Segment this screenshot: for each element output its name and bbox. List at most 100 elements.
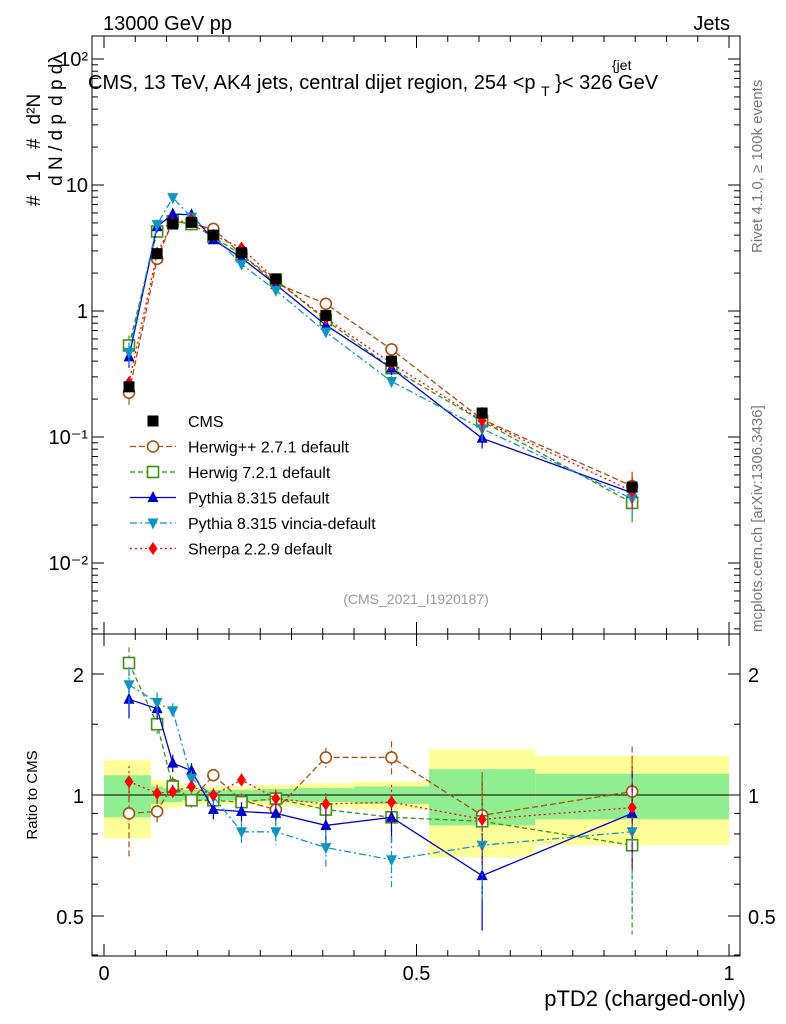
mcplots-label: mcplots.cern.ch [arXiv:1306.3436] bbox=[749, 405, 766, 632]
plot-title-main: CMS, 13 TeV, AK4 jets, central dijet reg… bbox=[88, 72, 536, 94]
ratio-point-herwigpp bbox=[385, 751, 398, 764]
legend-label-pythia: Pythia 8.315 default bbox=[188, 491, 330, 508]
main-point-vincia bbox=[123, 347, 135, 359]
plot-title-end: }< 326 GeV bbox=[555, 72, 659, 94]
plot-title-sup: {jet bbox=[612, 57, 632, 73]
ratio-point-pythia bbox=[270, 806, 282, 818]
main-point-data bbox=[167, 218, 179, 230]
main-point-data bbox=[270, 273, 282, 285]
x-tick-label: 0 bbox=[98, 963, 109, 985]
ratio-ytick-label-right: 2 bbox=[748, 665, 759, 687]
ratio-ytick-label: 0.5 bbox=[56, 907, 84, 929]
rivet-label: Rivet 4.1.0, ≥ 100k events bbox=[749, 80, 766, 253]
ratio-point-vincia bbox=[151, 697, 163, 709]
ratio-point-vincia bbox=[270, 827, 282, 839]
main-point-vincia bbox=[386, 376, 397, 388]
ratio-ytick-label-right: 0.5 bbox=[748, 907, 776, 929]
ratio-point-sherpa bbox=[321, 797, 331, 811]
ratio-panel: 0.5 0.5 1 1 2 2 bbox=[56, 633, 776, 957]
ratio-point-vincia bbox=[476, 840, 488, 852]
ratio-point-vincia bbox=[186, 773, 197, 785]
ratio-point-herwigpp bbox=[319, 751, 333, 764]
ratio-ytick-label: 2 bbox=[73, 665, 84, 687]
ratio-line-vincia bbox=[128, 684, 633, 861]
main-line-sherpa bbox=[128, 219, 633, 492]
main-point-data bbox=[476, 407, 488, 419]
x-tick-label: 1 bbox=[723, 963, 734, 985]
main-point-data bbox=[386, 355, 397, 367]
ratio-point-pythia bbox=[207, 803, 219, 815]
ratio-point-vincia bbox=[123, 680, 135, 692]
ratio-point-vincia bbox=[386, 855, 397, 867]
ratio-point-herwigpp bbox=[207, 768, 220, 782]
main-line-herwig7 bbox=[128, 220, 633, 504]
main-ytick-label: 10 bbox=[66, 175, 88, 197]
main-point-data bbox=[151, 248, 163, 260]
ratio-point-herwig7 bbox=[122, 656, 136, 670]
analysis-id: (CMS_2021_I1920187) bbox=[343, 591, 489, 607]
legend-label-herwigpp: Herwig++ 2.7.1 default bbox=[188, 440, 350, 457]
plot-title: CMS, 13 TeV, AK4 jets, central dijet reg… bbox=[88, 72, 659, 101]
category-label: Jets bbox=[693, 13, 730, 35]
main-ytick-label: 10⁻² bbox=[49, 553, 89, 575]
legend-marker-data bbox=[147, 415, 159, 427]
x-axis: 0 0.5 1 bbox=[98, 963, 734, 985]
main-ytick-label: 10⁻¹ bbox=[49, 427, 89, 449]
ratio-point-vincia bbox=[320, 843, 332, 855]
ratio-point-sherpa bbox=[271, 792, 281, 806]
legend-label-data: CMS bbox=[188, 414, 224, 431]
main-point-herwigpp bbox=[385, 343, 398, 356]
ratio-point-sherpa bbox=[387, 795, 396, 809]
main-point-pythia bbox=[167, 207, 179, 219]
main-point-vincia bbox=[151, 220, 163, 232]
plot-title-sub: T bbox=[541, 83, 550, 99]
ratio-point-sherpa bbox=[627, 801, 637, 815]
ratio-point-sherpa bbox=[208, 788, 218, 802]
legend-marker-herwigpp bbox=[146, 440, 160, 453]
ratio-point-sherpa bbox=[152, 786, 162, 800]
ratio-point-herwigpp bbox=[150, 805, 164, 818]
main-panel: 10⁻² 10⁻¹ 1 10 10² bbox=[49, 35, 741, 635]
main-point-vincia bbox=[320, 327, 332, 339]
ratio-point-sherpa bbox=[187, 779, 196, 793]
main-point-data bbox=[320, 310, 332, 322]
ratio-point-sherpa bbox=[237, 773, 246, 787]
main-point-herwigpp bbox=[319, 297, 333, 311]
ratio-point-herwigpp bbox=[122, 807, 136, 820]
xlabel: pTD2 (charged-only) bbox=[544, 986, 746, 1011]
ratio-point-pythia bbox=[320, 818, 332, 830]
main-point-data bbox=[236, 247, 247, 259]
legend-label-vincia: Pythia 8.315 vincia-default bbox=[188, 516, 376, 533]
x-tick-label: 0.5 bbox=[403, 963, 431, 985]
ylabel-main-text: #1#d²N bbox=[24, 94, 45, 206]
energy-label: 13000 GeV pp bbox=[103, 13, 232, 35]
ratio-ytick-label-right: 1 bbox=[748, 786, 759, 808]
ylabel-main-den2: d p dλ bbox=[46, 54, 67, 106]
legend-marker-sherpa bbox=[148, 542, 158, 555]
ratio-point-herwig7 bbox=[185, 794, 198, 807]
legend-label-sherpa: Sherpa 2.2.9 default bbox=[188, 542, 333, 559]
legend-marker-herwig7 bbox=[146, 465, 160, 479]
main-ytick-label: 10² bbox=[59, 49, 88, 71]
main-point-data bbox=[626, 481, 638, 493]
main-point-vincia bbox=[236, 259, 247, 271]
ylabel-ratio: Ratio to CMS bbox=[24, 750, 41, 839]
legend-label-herwig7: Herwig 7.2.1 default bbox=[188, 465, 331, 482]
main-ytick-label: 1 bbox=[77, 301, 88, 323]
legend-marker-vincia bbox=[147, 518, 159, 530]
main-point-data bbox=[207, 229, 219, 241]
ylabel-main-den: d N / d p bbox=[46, 114, 67, 186]
main-point-vincia bbox=[167, 193, 179, 205]
ratio-point-sherpa bbox=[168, 785, 178, 799]
ratio-point-sherpa bbox=[477, 812, 487, 826]
ratio-point-pythia bbox=[236, 804, 247, 816]
main-point-data bbox=[186, 216, 197, 228]
ylabel-main: #1#d²N d N / d p d p dλ bbox=[24, 54, 67, 207]
ratio-ytick-label: 1 bbox=[73, 786, 84, 808]
ratio-point-pythia bbox=[186, 764, 197, 776]
ratio-point-vincia bbox=[236, 827, 247, 839]
legend: CMS Herwig++ 2.7.1 default Herwig 7.2.1 de… bbox=[130, 414, 376, 559]
ratio-point-sherpa bbox=[124, 775, 134, 789]
main-point-data bbox=[123, 381, 135, 393]
